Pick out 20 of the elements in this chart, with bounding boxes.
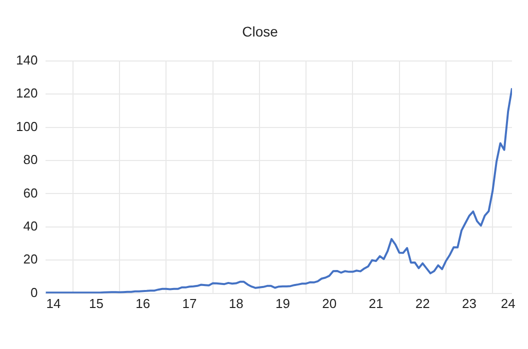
y-tick-label: 20: [23, 252, 38, 267]
y-tick-label: 80: [23, 152, 38, 168]
x-tick-label: 18: [228, 296, 244, 311]
x-tick-label: 20: [322, 296, 337, 311]
y-tick-label: 100: [16, 118, 38, 134]
x-tick-label: 15: [88, 296, 104, 311]
chart-title: Close: [242, 23, 278, 40]
x-tick-label: 24: [500, 296, 516, 311]
y-tick-label: 60: [23, 185, 38, 200]
x-tick-label: 17: [182, 296, 197, 311]
x-tick-label: 16: [136, 296, 150, 311]
x-tick-label: 14: [46, 296, 61, 311]
y-tick-label: 120: [16, 86, 38, 101]
x-tick-label: 21: [368, 296, 384, 311]
y-tick-label: 40: [23, 218, 38, 234]
x-tick-label: 19: [275, 296, 290, 311]
x-tick-label: 23: [462, 296, 476, 311]
y-tick-label: 0: [30, 284, 38, 300]
x-tick-label: 22: [415, 296, 430, 311]
y-tick-label: 140: [16, 52, 38, 68]
